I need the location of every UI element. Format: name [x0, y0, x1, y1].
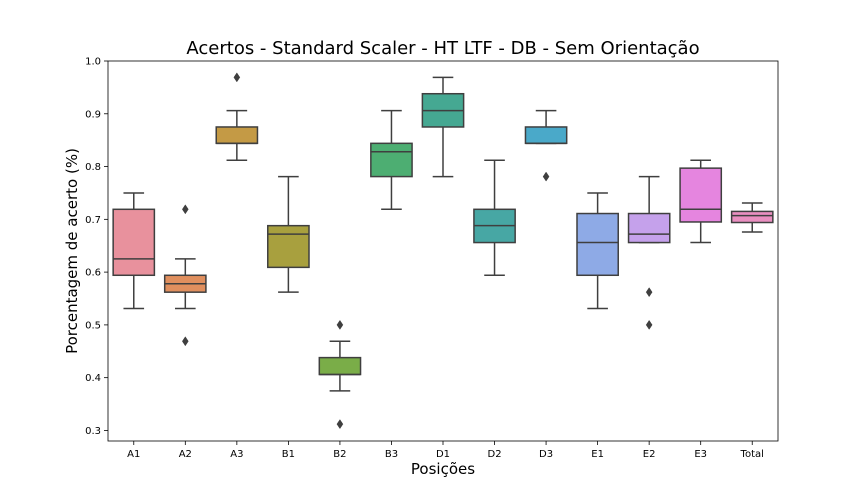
x-tick-label: B1 — [282, 449, 295, 460]
box-e1 — [576, 192, 619, 310]
x-tick-label: Total — [740, 449, 764, 460]
box-total — [730, 202, 774, 233]
outlier-point — [336, 319, 344, 330]
box-iqr — [730, 210, 774, 224]
x-tick-label: B2 — [333, 449, 346, 460]
box-a1 — [112, 192, 156, 310]
outlier-point — [542, 171, 550, 182]
box-d1 — [421, 76, 465, 178]
box-d2 — [473, 159, 516, 277]
y-axis: 0.3 0.4 0.5 0.6 0.7 0.8 0.9 1.0 — [85, 57, 108, 437]
box-iqr — [318, 356, 362, 376]
y-tick-label: 0.9 — [85, 109, 101, 120]
y-tick-label: 0.8 — [85, 162, 101, 173]
x-axis-label: Posições — [411, 460, 475, 478]
box-iqr — [524, 126, 568, 145]
outlier-point — [336, 419, 344, 430]
x-tick-label: A1 — [127, 449, 140, 460]
box-iqr — [267, 224, 310, 269]
outlier-point — [645, 287, 653, 298]
x-tick-label: D3 — [539, 449, 553, 460]
box-a2 — [163, 204, 207, 347]
x-tick-label: E3 — [694, 449, 707, 460]
box-iqr — [627, 212, 671, 244]
box-iqr — [370, 142, 413, 178]
outlier-point — [645, 319, 653, 330]
y-axis-label: Porcentagem de acerto (%) — [63, 148, 81, 354]
box-a3 — [215, 72, 259, 161]
box-b2 — [318, 319, 362, 430]
box-b3 — [370, 109, 413, 211]
x-tick-label: D2 — [488, 449, 502, 460]
plot-frame — [107, 60, 779, 442]
box-e2 — [627, 175, 671, 330]
y-tick-label: 0.4 — [85, 373, 101, 384]
chart-title: Acertos - Standard Scaler - HT LTF - DB … — [186, 38, 699, 59]
boxes-layer — [112, 72, 774, 430]
y-tick-label: 0.6 — [85, 268, 101, 279]
x-tick-label: B3 — [385, 449, 398, 460]
box-b1 — [267, 175, 310, 293]
x-tick-label: A3 — [230, 449, 243, 460]
box-d3 — [524, 109, 568, 182]
outlier-point — [182, 204, 189, 215]
y-tick-label: 0.3 — [85, 426, 101, 437]
x-tick-label: A2 — [179, 449, 192, 460]
box-iqr — [576, 212, 619, 277]
box-iqr — [112, 208, 156, 277]
x-tick-label: D1 — [436, 449, 450, 460]
x-tick-label: E1 — [591, 449, 604, 460]
y-tick-label: 0.7 — [85, 215, 101, 226]
box-iqr — [215, 126, 259, 145]
y-tick-label: 0.5 — [85, 320, 101, 331]
x-tick-label: E2 — [643, 449, 656, 460]
outlier-point — [182, 336, 189, 347]
outlier-point — [233, 72, 241, 83]
y-tick-label: 1.0 — [85, 57, 101, 68]
box-iqr — [679, 167, 723, 223]
x-axis: A1 A2 A3 B1 B2 B3 D1 D2 D3 E1 E2 E3 Total — [127, 441, 764, 460]
box-e3 — [679, 159, 723, 244]
